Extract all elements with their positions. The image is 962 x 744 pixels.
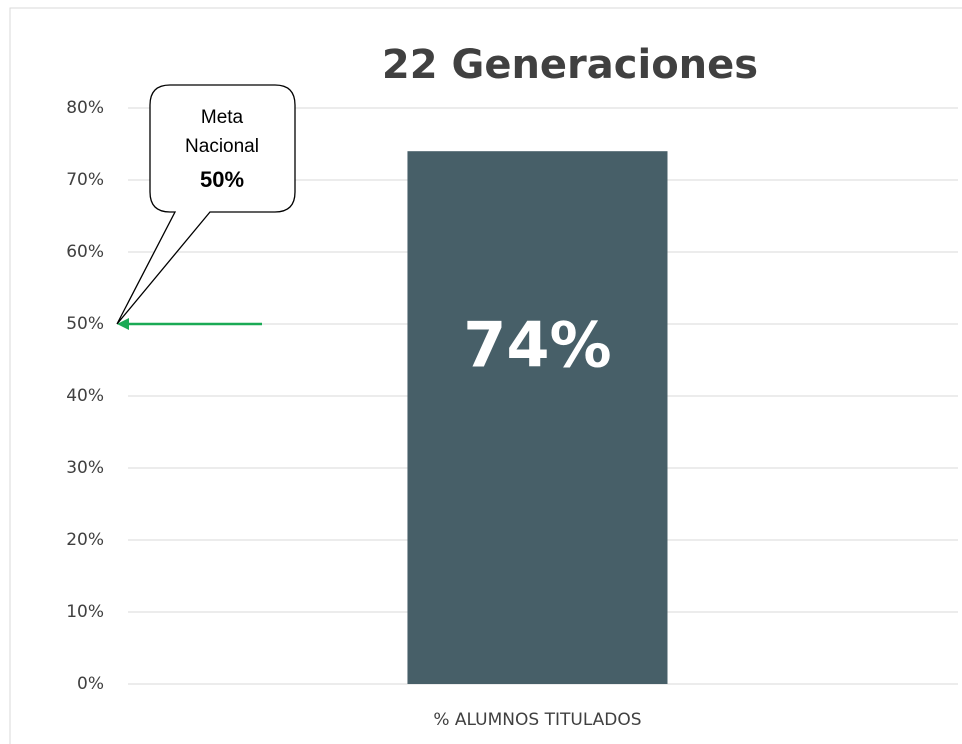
callout [116,84,296,325]
target-arrowhead [117,318,129,330]
bar [407,151,668,684]
y-tick-label: 0% [77,674,104,694]
callout-text: Meta [201,107,244,128]
callout-value: 50% [200,167,244,192]
x-tick-label: % ALUMNOS TITULADOS [433,710,641,730]
y-tick-label: 50% [66,314,104,334]
data-label: 74% [463,309,611,382]
y-tick-label: 60% [66,242,104,262]
chart-title: 22 Generaciones [382,42,758,88]
y-tick-label: 70% [66,170,104,190]
callout-text: Nacional [185,136,259,157]
y-tick-label: 10% [66,602,104,622]
y-tick-label: 30% [66,458,104,478]
y-tick-label: 80% [66,98,104,118]
y-tick-label: 40% [66,386,104,406]
y-tick-label: 20% [66,530,104,550]
